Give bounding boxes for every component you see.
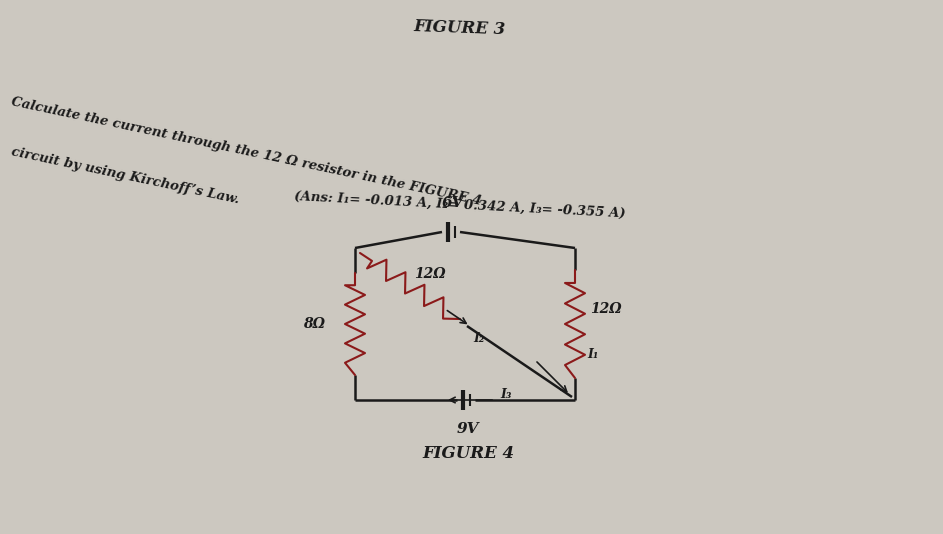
Text: FIGURE 4: FIGURE 4	[422, 445, 514, 462]
Text: 6V: 6V	[441, 196, 464, 210]
Text: 12Ω: 12Ω	[414, 267, 446, 281]
Text: I₂: I₂	[473, 332, 485, 345]
Text: (Ans: I₁= -0.013 A, I₂= 0.342 A, I₃= -0.355 A): (Ans: I₁= -0.013 A, I₂= 0.342 A, I₃= -0.…	[294, 190, 626, 221]
Text: I₃: I₃	[500, 389, 511, 402]
Text: 9V: 9V	[456, 422, 479, 436]
Text: circuit by using Kirchoff’s Law.: circuit by using Kirchoff’s Law.	[10, 145, 240, 206]
Text: 8Ω: 8Ω	[303, 317, 325, 331]
Text: 12Ω: 12Ω	[590, 302, 621, 316]
Text: Calculate the current through the 12 Ω resistor in the FIGURE 4: Calculate the current through the 12 Ω r…	[10, 95, 483, 208]
Text: I₁: I₁	[587, 348, 599, 360]
Text: FIGURE 3: FIGURE 3	[414, 18, 506, 38]
